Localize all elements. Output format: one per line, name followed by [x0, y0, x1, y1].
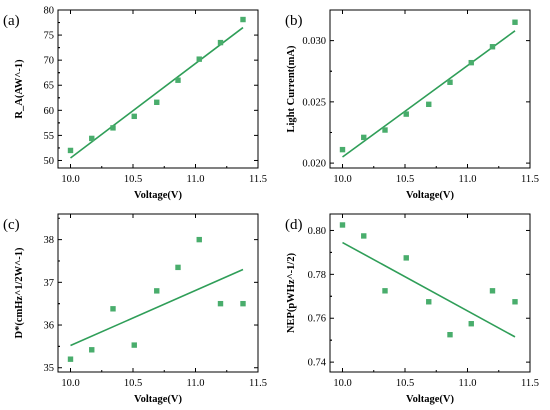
- y-tick-label: 35: [44, 363, 55, 374]
- x-tick-label: 11.0: [459, 378, 477, 389]
- y-tick-label: 0.030: [302, 36, 326, 47]
- fit-line: [70, 26, 244, 159]
- x-tick-label: 11.5: [249, 378, 267, 389]
- data-point: [131, 342, 137, 348]
- y-tick-label: 50: [44, 156, 55, 167]
- y-axis-title: R_A(AW^-1): [14, 59, 25, 119]
- y-tick-label: 0.020: [302, 159, 326, 170]
- y-axis-title: Light Current(mA): [286, 45, 297, 133]
- panel-label: (c): [3, 217, 20, 233]
- x-tick-label: 11.5: [249, 174, 267, 185]
- y-axis-title: NEP(pWHz^-1/2): [286, 252, 297, 333]
- data-point: [403, 255, 409, 261]
- x-tick-label: 10.0: [333, 174, 351, 185]
- data-point: [67, 356, 74, 362]
- y-tick-label: 70: [44, 56, 55, 67]
- data-point: [382, 288, 388, 294]
- x-tick-label: 10.0: [333, 378, 351, 389]
- y-tick-label: 0.025: [302, 97, 326, 108]
- data-point: [468, 321, 474, 327]
- x-tick-label: 10.0: [61, 378, 79, 389]
- data-point: [512, 19, 518, 25]
- data-point: [403, 111, 409, 117]
- y-axis-title: D*(cmHz^1/2W^-1): [14, 247, 25, 338]
- data-point: [196, 56, 202, 62]
- y-tick-label: 0.78: [308, 270, 326, 281]
- panel-a: (a) 10.0 10.5 11.0 11.5 50 55 60 65 70 75 80 Voltage…: [3, 6, 267, 202]
- y-tick-label: 80: [44, 6, 55, 17]
- data-point: [196, 236, 202, 243]
- x-tick-label: 11.0: [187, 378, 205, 389]
- data-point: [67, 147, 74, 154]
- panel-label: (a): [3, 13, 20, 29]
- data-point: [512, 299, 518, 305]
- panel-label: (d): [285, 217, 303, 233]
- panel-c: (c) 10.0 10.5 11.0 11.5 35 36 37 38 Voltage(V) D*(…: [3, 213, 267, 405]
- data-point: [89, 135, 95, 142]
- data-point: [447, 331, 453, 338]
- data-point: [89, 347, 95, 353]
- data-point: [240, 16, 246, 23]
- y-tick-label: 0.76: [308, 314, 326, 325]
- data-point: [131, 113, 137, 120]
- fit-line: [342, 30, 516, 158]
- plot-frame: [329, 9, 531, 169]
- plot-frame: [57, 9, 259, 169]
- x-axis-title: Voltage(V): [134, 394, 183, 405]
- data-point: [489, 288, 496, 294]
- y-tick-label: 0.80: [308, 226, 326, 237]
- y-tick-label: 75: [44, 31, 55, 42]
- y-tick-label: 38: [44, 235, 55, 246]
- y-tick-label: 55: [44, 131, 55, 142]
- fit-line: [342, 241, 516, 338]
- data-point: [426, 299, 432, 305]
- x-tick-label: 11.5: [521, 174, 539, 185]
- y-tick-label: 0.74: [308, 358, 327, 369]
- data-point: [468, 59, 474, 66]
- x-tick-label: 10.5: [396, 174, 414, 185]
- panel-label: (b): [285, 13, 303, 29]
- data-point: [361, 134, 367, 141]
- plot-frame: [57, 213, 259, 373]
- plot-frame: [329, 213, 531, 373]
- panel-d: (d) 10.0 10.5 11.0 11.5 0.74 0.76 0.78 0.80 Volta…: [285, 213, 539, 405]
- data-point: [361, 233, 367, 239]
- data-point: [447, 79, 453, 85]
- y-tick-label: 65: [44, 81, 55, 92]
- data-point: [110, 306, 116, 312]
- data-point: [339, 222, 346, 228]
- x-axis-title: Voltage(V): [406, 190, 455, 201]
- x-tick-label: 10.0: [61, 174, 79, 185]
- data-point: [175, 264, 181, 271]
- data-point: [154, 99, 160, 105]
- data-point: [217, 39, 224, 46]
- x-tick-label: 11.0: [187, 174, 205, 185]
- data-point: [217, 300, 224, 307]
- panel-b: (b) 10.0 10.5 11.0 11.5 0.020 0.025 0.030 Voltag…: [285, 9, 539, 201]
- data-point: [175, 77, 181, 83]
- y-tick-label: 36: [44, 321, 55, 332]
- data-point: [110, 125, 116, 131]
- x-axis-title: Voltage(V): [134, 190, 183, 201]
- x-tick-label: 11.0: [459, 174, 477, 185]
- data-point: [382, 127, 388, 133]
- x-tick-label: 11.5: [521, 378, 539, 389]
- data-point: [426, 101, 432, 108]
- y-tick-label: 37: [44, 278, 55, 289]
- data-point: [489, 44, 496, 50]
- x-tick-label: 10.5: [396, 378, 414, 389]
- x-tick-label: 10.5: [124, 378, 142, 389]
- data-point: [154, 288, 160, 294]
- data-point: [339, 146, 346, 153]
- x-axis-title: Voltage(V): [406, 394, 455, 405]
- fit-line: [70, 268, 244, 347]
- y-tick-label: 60: [44, 106, 55, 117]
- x-tick-label: 10.5: [124, 174, 142, 185]
- data-point: [240, 300, 246, 307]
